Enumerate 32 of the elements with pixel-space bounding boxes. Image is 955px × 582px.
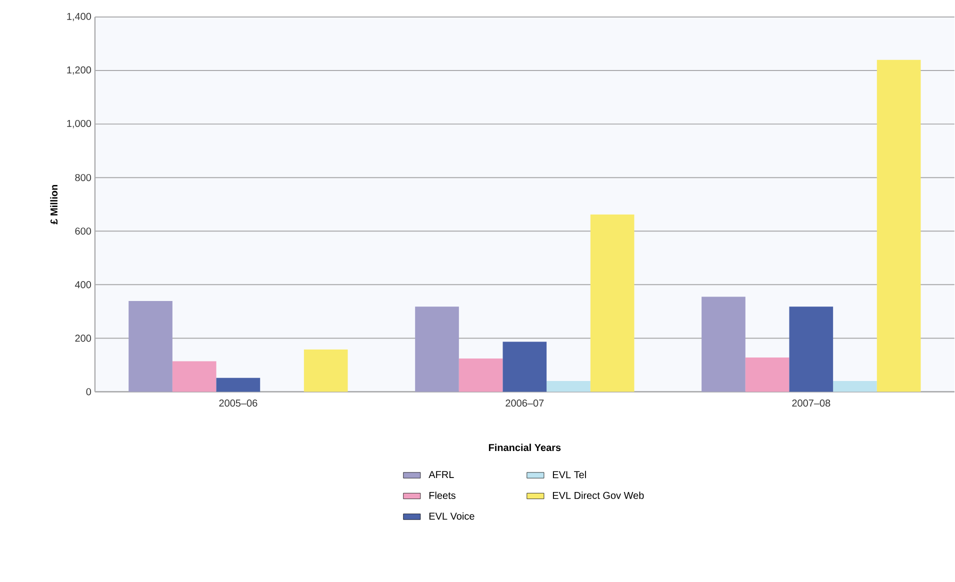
x-tick-label: 2005–06 xyxy=(219,400,258,407)
y-tick-label: 1,400 xyxy=(67,13,92,22)
bar xyxy=(590,214,634,392)
bar xyxy=(833,381,877,392)
y-tick-label: 200 xyxy=(75,334,92,342)
y-tick-label: 800 xyxy=(75,174,92,182)
y-axis-title: £ Million xyxy=(50,185,58,224)
bar xyxy=(745,358,790,392)
bar xyxy=(876,60,921,392)
bar xyxy=(172,361,216,392)
bar xyxy=(216,378,260,392)
legend-label: EVL Tel xyxy=(552,471,586,478)
y-tick-label: 0 xyxy=(86,388,92,396)
bar xyxy=(502,342,547,392)
bar xyxy=(128,301,172,392)
y-tick-label: 400 xyxy=(74,281,92,288)
legend-label: EVL Voice xyxy=(429,512,474,520)
y-tick-label: 600 xyxy=(75,228,92,235)
x-tick-label: 2007–08 xyxy=(792,400,830,407)
bar xyxy=(415,306,459,392)
bar xyxy=(789,306,834,392)
legend-label: EVL Direct Gov Web xyxy=(552,492,644,500)
legend-label: AFRL xyxy=(428,471,454,478)
bar xyxy=(546,381,590,392)
y-tick-label: 1,000 xyxy=(67,120,92,128)
x-tick-label: 2006–07 xyxy=(506,400,544,407)
x-axis-title: Financial Years xyxy=(488,444,561,452)
legend-label: Fleets xyxy=(429,492,456,500)
bar xyxy=(458,358,503,392)
bar xyxy=(702,296,746,392)
y-tick-label: 1,200 xyxy=(67,66,92,75)
bar xyxy=(304,350,348,392)
